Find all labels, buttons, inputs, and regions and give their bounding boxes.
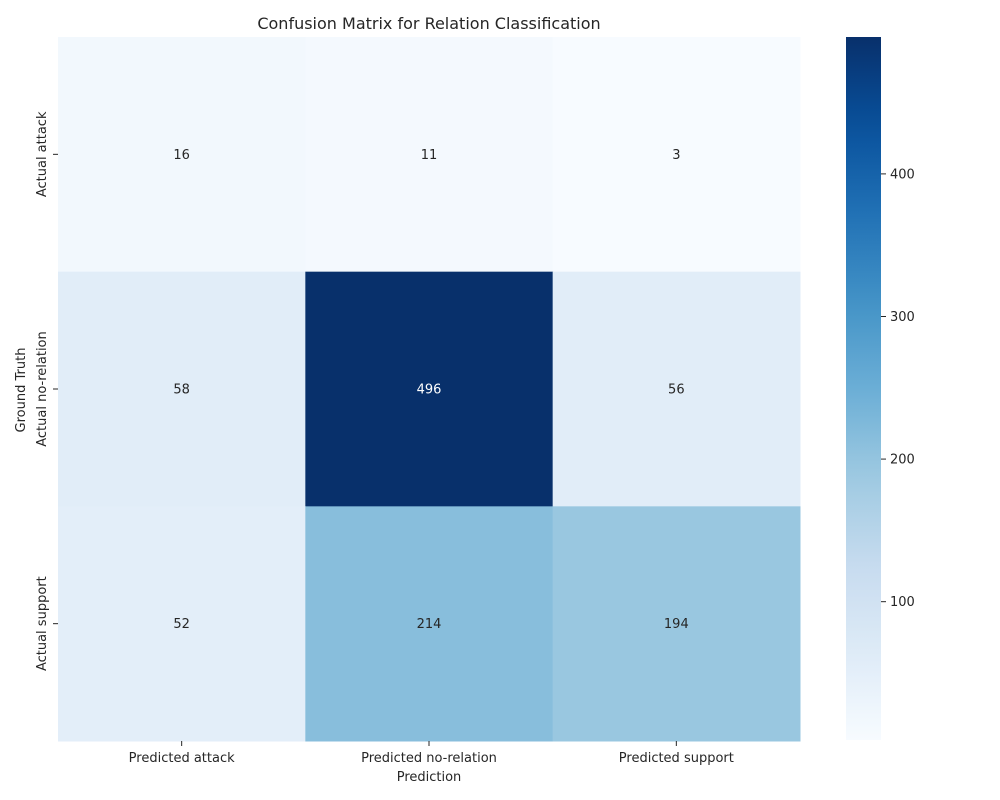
heatmap-cell: [58, 506, 306, 742]
cell-value-label: 3: [672, 148, 680, 163]
x-tick-label: Predicted attack: [129, 751, 235, 766]
heatmap-cell: [305, 506, 554, 742]
colorbar-tick-label: 200: [890, 453, 915, 468]
heatmap-cell: [58, 271, 306, 507]
colorbar-tick-label: 300: [890, 310, 915, 325]
heatmap-cell: [552, 506, 801, 742]
cell-value-label: 58: [173, 383, 190, 398]
colorbar: [846, 37, 881, 740]
x-axis-label: Prediction: [397, 770, 462, 785]
cell-value-label: 52: [173, 617, 190, 632]
cell-value-label: 56: [668, 383, 685, 398]
heatmap-cell: [552, 271, 801, 507]
cell-value-label: 194: [664, 617, 689, 632]
y-axis-label: Ground Truth: [14, 348, 29, 433]
cell-value-label: 11: [421, 148, 438, 163]
colorbar-ticks: 100 200 300 400: [881, 167, 915, 610]
heatmap-cells: 16 11 3 58 496 56 52 214 194: [58, 37, 801, 742]
colorbar-tick-label: 400: [890, 167, 915, 182]
colorbar-tick-label: 100: [890, 595, 915, 610]
chart-title: Confusion Matrix for Relation Classifica…: [257, 14, 600, 33]
heatmap-cell: [305, 271, 554, 507]
heatmap-cell: [552, 37, 801, 273]
cell-value-label: 16: [173, 148, 190, 163]
x-tick-label: Predicted no-relation: [361, 751, 497, 766]
x-axis: Predicted attack Predicted no-relation Pre…: [129, 741, 734, 766]
heatmap-cell: [58, 37, 306, 273]
y-tick-label: Actual attack: [35, 111, 50, 197]
cell-value-label: 496: [417, 383, 442, 398]
x-tick-label: Predicted support: [619, 751, 734, 766]
heatmap-cell: [305, 37, 554, 273]
cell-value-label: 214: [417, 617, 442, 632]
y-axis: Actual attack Actual no-relation Actual su…: [35, 111, 58, 671]
y-tick-label: Actual support: [35, 576, 50, 671]
y-tick-label: Actual no-relation: [35, 331, 50, 447]
